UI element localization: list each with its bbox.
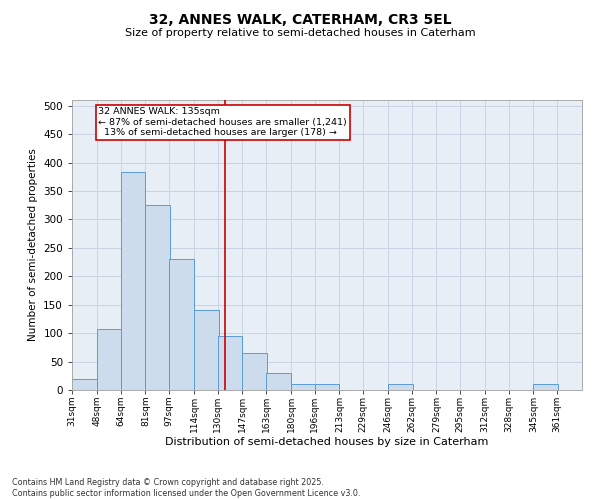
Bar <box>291 384 316 390</box>
Bar <box>242 353 268 390</box>
X-axis label: Distribution of semi-detached houses by size in Caterham: Distribution of semi-detached houses by … <box>166 438 488 448</box>
Text: 32, ANNES WALK, CATERHAM, CR3 5EL: 32, ANNES WALK, CATERHAM, CR3 5EL <box>149 12 451 26</box>
Bar <box>314 384 340 390</box>
Bar <box>194 310 219 390</box>
Bar <box>266 373 291 390</box>
Y-axis label: Number of semi-detached properties: Number of semi-detached properties <box>28 148 38 342</box>
Bar <box>97 328 122 390</box>
Bar <box>218 336 242 390</box>
Text: Contains HM Land Registry data © Crown copyright and database right 2025.
Contai: Contains HM Land Registry data © Crown c… <box>12 478 361 498</box>
Bar <box>145 205 170 390</box>
Text: 32 ANNES WALK: 135sqm
← 87% of semi-detached houses are smaller (1,241)
  13% of: 32 ANNES WALK: 135sqm ← 87% of semi-deta… <box>98 108 347 137</box>
Bar <box>169 259 194 390</box>
Text: Size of property relative to semi-detached houses in Caterham: Size of property relative to semi-detach… <box>125 28 475 38</box>
Bar <box>121 172 145 390</box>
Bar <box>72 378 97 390</box>
Bar <box>388 384 413 390</box>
Bar <box>533 384 559 390</box>
